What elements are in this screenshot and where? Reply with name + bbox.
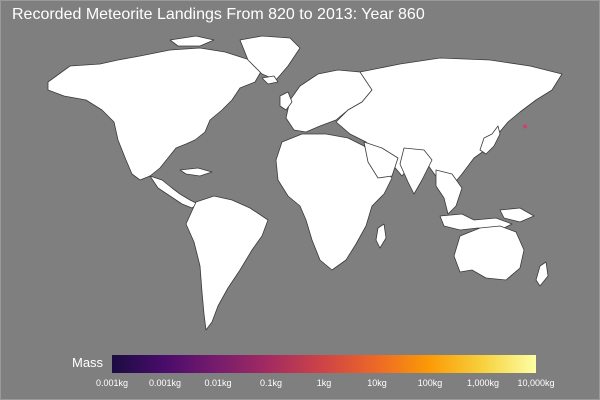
landmass-australia [453, 225, 525, 281]
landmass-madagascar [375, 223, 387, 249]
landmass-japan [479, 125, 501, 155]
legend-tick-label: 0.001kg [95, 378, 129, 388]
meteorite-markers [523, 124, 527, 129]
legend-ticks: 0.001kg 0.001kg 0.01kg 0.1kg 1kg 10kg 100kg 1,0… [92, 378, 556, 392]
landmass-south-america [185, 195, 269, 331]
landmass-india [399, 147, 433, 195]
landmass-central-america [149, 175, 199, 209]
legend-title: Mass [72, 355, 104, 370]
legend-tick-label: 0.01kg [204, 378, 232, 388]
map-title: Recorded Meteorite Landings From 820 to … [12, 6, 425, 23]
legend-tick-label: 1kg [316, 378, 332, 388]
landmass-southeast-asia [435, 169, 463, 215]
landmass-arctic-islands [169, 35, 215, 47]
landmass-arabia [363, 141, 399, 179]
landmass-north-america [47, 47, 263, 181]
legend-tick-label: 10,000kg [517, 378, 555, 388]
landmass-great-britain [279, 91, 293, 111]
landmass-caribbean [179, 167, 213, 177]
meteorite-marker [523, 124, 527, 129]
landmass-iceland [261, 75, 279, 85]
landmass-greenland [239, 35, 301, 81]
landmass-indonesia [439, 213, 513, 231]
legend-tick-label: 100kg [417, 378, 443, 388]
legend-tick-label: 1,000kg [466, 378, 500, 388]
legend-color-bar [112, 355, 536, 373]
landmass-new-guinea [499, 207, 535, 223]
legend-tick-label: 0.001kg [148, 378, 182, 388]
legend-tick-label: 0.1kg [259, 378, 283, 388]
world-map [47, 35, 563, 331]
landmass-africa [275, 133, 393, 271]
legend-tick-label: 10kg [367, 378, 387, 388]
landmass-new-zealand [535, 261, 549, 287]
